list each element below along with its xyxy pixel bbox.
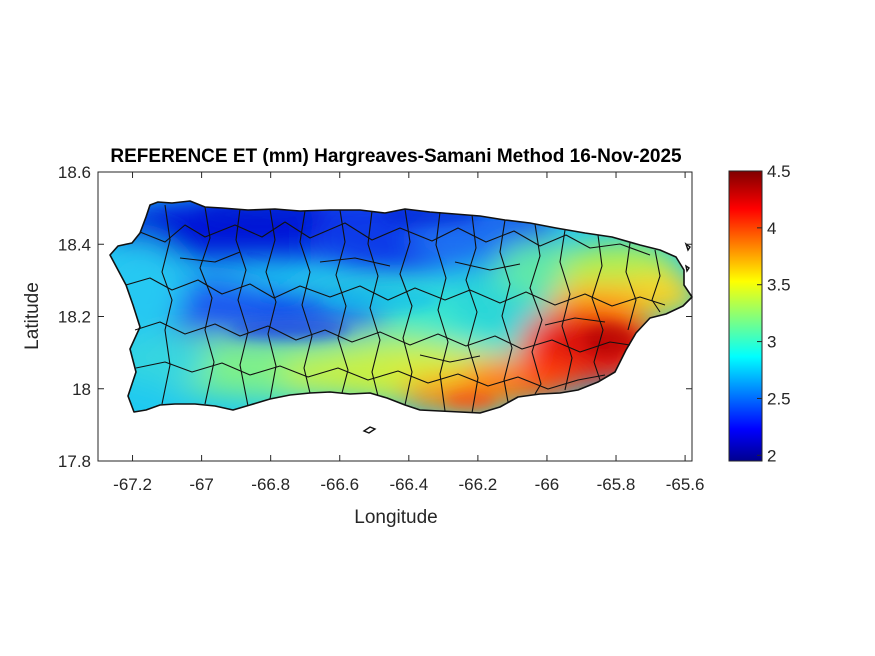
x-tick-label: -67	[189, 475, 214, 494]
y-axis-ticks: 17.8 18 18.2 18.4 18.6	[58, 163, 692, 471]
y-tick-label: 18.2	[58, 308, 91, 327]
x-axis-label: Longitude	[354, 507, 437, 528]
colorbar-tick-label: 4.5	[767, 162, 791, 181]
y-axis-label: Latitude	[22, 282, 43, 350]
colorbar-tick-label: 2	[767, 446, 776, 465]
x-tick-label: -66.6	[320, 475, 359, 494]
colorbar	[728, 170, 763, 462]
x-tick-label: -67.2	[113, 475, 152, 494]
municipal-boundaries	[125, 204, 666, 414]
y-tick-label: 18.6	[58, 163, 91, 182]
x-tick-label: -66.2	[459, 475, 498, 494]
colorbar-tick-label: 2.5	[767, 389, 791, 408]
colorbar-tick-label: 3	[767, 333, 776, 352]
map-title: REFERENCE ET (mm) Hargreaves-Samani Meth…	[110, 146, 682, 167]
x-tick-label: -65.8	[597, 475, 636, 494]
y-tick-label: 18.4	[58, 235, 91, 254]
x-axis-ticks: -67.2 -67 -66.8 -66.6 -66.4 -66.2 -66 -65.8 -65.…	[113, 172, 704, 494]
x-tick-label: -65.6	[666, 475, 705, 494]
y-tick-label: 17.8	[58, 452, 91, 471]
x-tick-label: -66.8	[251, 475, 290, 494]
colorbar-tick-label: 3.5	[767, 276, 791, 295]
y-tick-label: 18	[72, 380, 91, 399]
island-coastline	[109, 200, 693, 414]
colorbar-ticks: 2 2.5 3 3.5 4 4.5	[757, 162, 791, 465]
offshore-islets	[362, 242, 691, 434]
x-tick-label: -66.4	[389, 475, 428, 494]
x-tick-label: -66	[535, 475, 560, 494]
colorbar-tick-label: 4	[767, 219, 776, 238]
